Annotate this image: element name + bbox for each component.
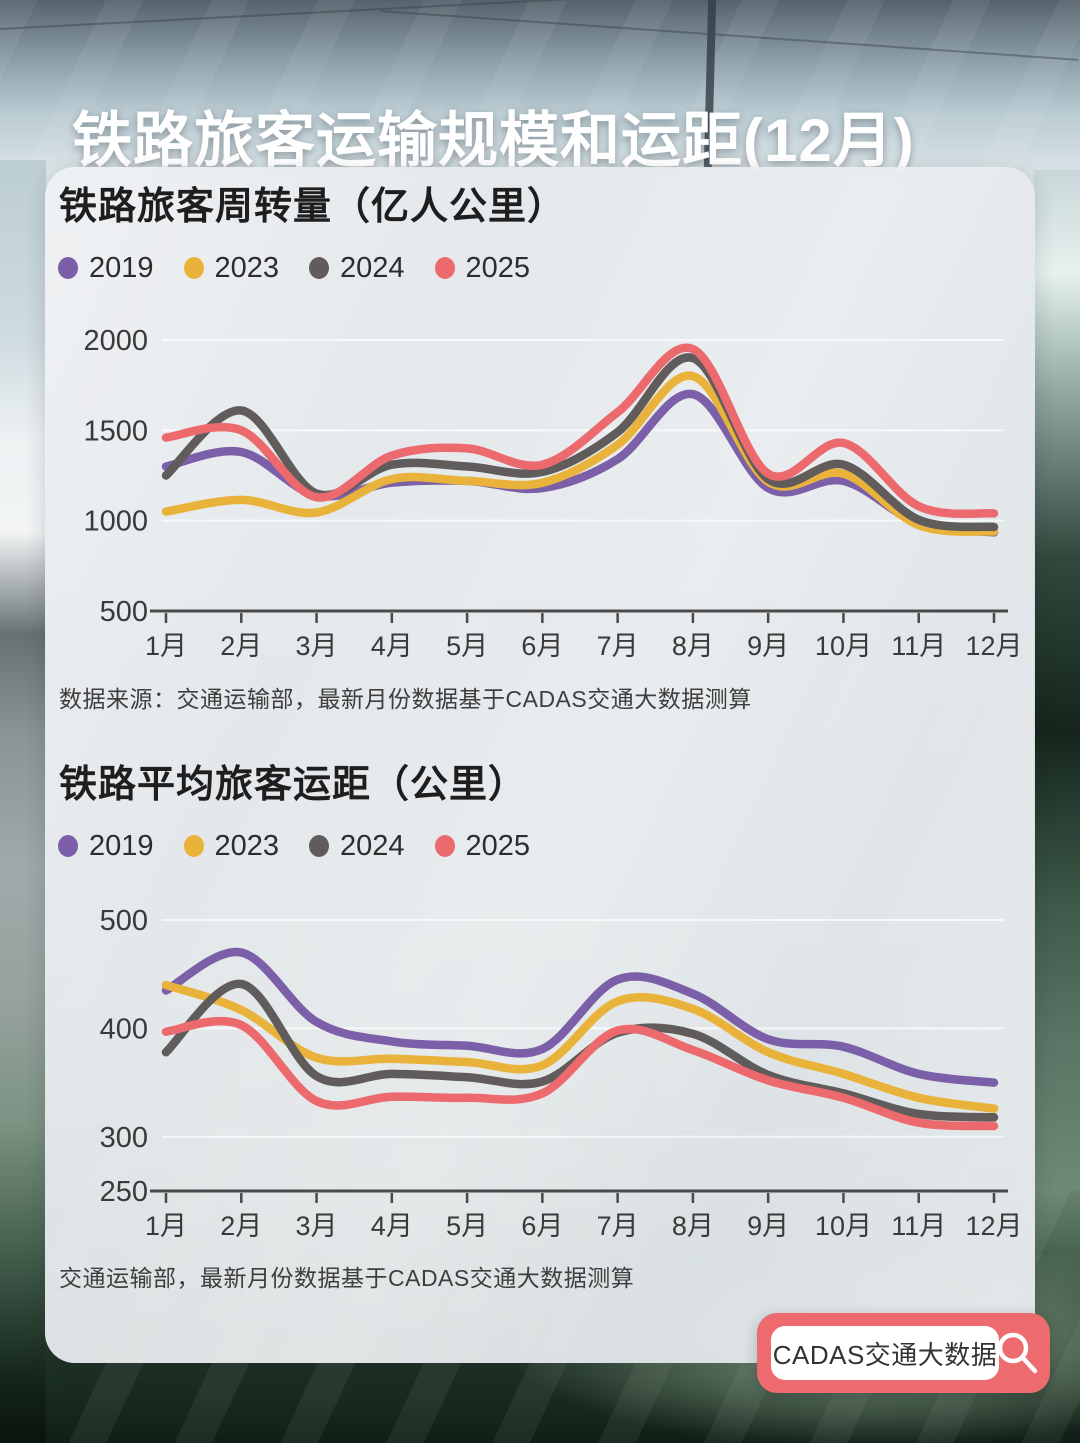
y-axis-tick-label: 1500 xyxy=(83,415,148,447)
legend-year-label: 2023 xyxy=(214,251,280,284)
x-axis-tick-label: 12月 xyxy=(965,1211,1022,1241)
legend-dot xyxy=(58,257,78,279)
background-left-edge xyxy=(0,160,46,1443)
distance-chart: 250 300 400 500 1月 2月 3月 4月 5月 6月 7月 8月 9月 10月 11月 12月 xyxy=(50,893,1030,1245)
x-axis-tick-label: 11月 xyxy=(891,631,946,661)
y-axis-tick-label: 500 xyxy=(100,905,148,937)
x-axis-tick-label: 4月 xyxy=(371,1211,413,1241)
series-line-2024 xyxy=(161,353,999,532)
series-line-2023 xyxy=(161,980,999,1113)
legend-year-label: 2019 xyxy=(89,829,154,862)
legend-year-label: 2025 xyxy=(465,829,531,862)
x-axis-tick-label: 7月 xyxy=(597,1211,639,1241)
search-icon xyxy=(997,1332,1038,1374)
legend-item-2023: 2023 xyxy=(183,251,280,285)
y-axis-tick-label: 300 xyxy=(100,1122,148,1154)
legend-item-2025: 2025 xyxy=(434,251,531,285)
legend-year-label: 2025 xyxy=(465,251,531,284)
y-axis-tick-label: 400 xyxy=(100,1013,148,1045)
x-axis-tick-label: 7月 xyxy=(597,631,639,661)
x-axis-tick-label: 10月 xyxy=(815,631,872,661)
x-axis-tick-label: 9月 xyxy=(747,1211,789,1241)
brand-badge[interactable]: CADAS交通大数据 xyxy=(757,1313,1050,1393)
legend-item-2024: 2024 xyxy=(309,830,405,863)
background-right-edge xyxy=(1034,170,1080,1190)
turnover-chart-legend: 2019 2023 2024 2025 xyxy=(58,251,530,285)
x-axis-tick-label: 11月 xyxy=(891,1211,946,1241)
page-title: 铁路旅客运输规模和运距(12月) xyxy=(72,107,915,175)
x-axis-tick-label: 8月 xyxy=(672,631,714,661)
distance-chart-title: 铁路平均旅客运距（公里） xyxy=(59,764,528,806)
y-axis-tick-label: 250 xyxy=(100,1176,148,1208)
x-axis-tick-label: 10月 xyxy=(815,1211,872,1241)
y-axis-tick-label: 1000 xyxy=(83,506,148,538)
legend-item-2025: 2025 xyxy=(434,829,531,863)
distance-chart-legend: 2019 2023 2024 2025 xyxy=(58,829,530,863)
y-axis-tick-label: 2000 xyxy=(83,325,148,357)
legend-dot xyxy=(434,257,455,279)
series-line-2025 xyxy=(161,343,999,519)
distance-source-note: 交通运输部，最新月份数据基于CADAS交通大数据测算 xyxy=(59,1265,635,1291)
line-chart-svg: 250 300 400 500 1月 2月 3月 4月 5月 6月 7月 8月 9月 10月 11月 12月 xyxy=(100,905,1023,1241)
legend-dot xyxy=(183,257,204,279)
legend-item-2019: 2019 xyxy=(58,252,154,285)
legend-year-label: 2024 xyxy=(340,251,405,284)
x-axis-tick-label: 9月 xyxy=(747,631,789,661)
x-axis-tick-label: 3月 xyxy=(296,631,338,661)
x-axis-tick-label: 8月 xyxy=(672,1211,714,1241)
x-axis-tick-label: 12月 xyxy=(965,631,1022,661)
x-axis-tick-label: 5月 xyxy=(446,631,488,661)
x-axis-tick-label: 4月 xyxy=(371,631,413,661)
x-axis-tick-label: 2月 xyxy=(220,1211,262,1241)
brand-pill: CADAS交通大数据 xyxy=(771,1326,999,1380)
legend-item-2019: 2019 xyxy=(58,830,154,863)
legend-item-2023: 2023 xyxy=(183,829,280,863)
content-card-inner: 铁路旅客周转量（亿人公里） 2019 2023 2024 2025 500 1000 15… xyxy=(45,167,1035,1363)
legend-item-2024: 2024 xyxy=(309,252,405,285)
content-card xyxy=(45,167,1035,1363)
line-chart-svg: 500 1000 1500 2000 1月 2月 3月 4月 5月 6月 7月 8月 9月 10月 11月 1… xyxy=(83,325,1022,661)
x-axis-tick-label: 1月 xyxy=(145,631,187,661)
legend-year-label: 2024 xyxy=(340,829,405,862)
x-axis-tick-label: 5月 xyxy=(446,1211,488,1241)
x-axis-tick-label: 1月 xyxy=(145,1211,187,1241)
series-line-2019 xyxy=(161,947,999,1087)
turnover-chart-title: 铁路旅客周转量（亿人公里） xyxy=(59,186,567,228)
turnover-chart: 500 1000 1500 2000 1月 2月 3月 4月 5月 6月 7月 8月 9月 10月 11月 1… xyxy=(50,313,1030,665)
legend-dot xyxy=(58,835,78,857)
x-axis-tick-label: 3月 xyxy=(296,1211,338,1241)
brand-label: CADAS交通大数据 xyxy=(772,1339,998,1370)
legend-dot xyxy=(309,257,330,279)
series-line-2023 xyxy=(161,371,999,536)
legend-year-label: 2023 xyxy=(214,829,280,862)
x-axis-tick-label: 2月 xyxy=(220,631,262,661)
x-axis-tick-label: 6月 xyxy=(521,1211,563,1241)
x-axis-tick-label: 6月 xyxy=(521,631,563,661)
series-line-2025 xyxy=(161,1016,999,1131)
legend-dot xyxy=(183,835,204,857)
legend-dot xyxy=(309,835,330,857)
turnover-source-note: 数据来源：交通运输部，最新月份数据基于CADAS交通大数据测算 xyxy=(59,686,752,712)
y-axis-tick-label: 500 xyxy=(100,596,148,628)
legend-year-label: 2019 xyxy=(89,251,154,284)
legend-dot xyxy=(434,835,455,857)
series-line-2024 xyxy=(161,979,999,1122)
